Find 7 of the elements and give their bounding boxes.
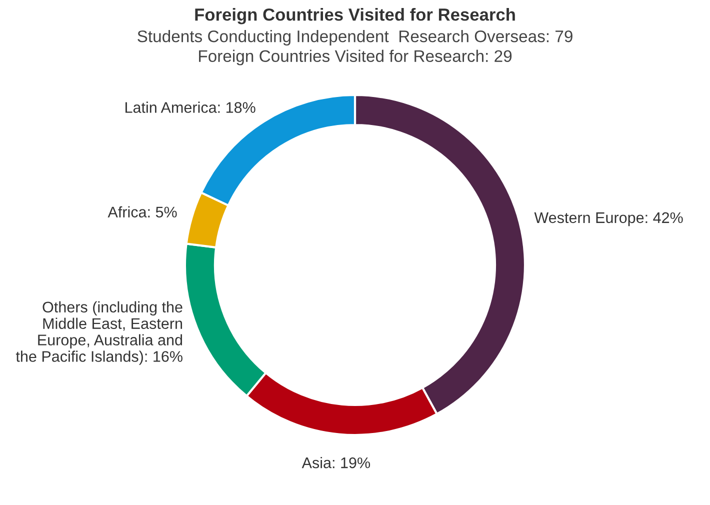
slice-label: Asia: 19% xyxy=(302,456,370,468)
slice-label: Latin America: 18% xyxy=(126,102,256,113)
chart-title: Foreign Countries Visited for Research xyxy=(195,8,515,24)
slice-label: Others (including the Middle East, Eastern Europe, Australia and the Pacific Islands): 16% xyxy=(16,301,182,365)
slice-label: Africa: 5% xyxy=(108,206,177,218)
chart-subtitle: Students Conducting Independent Research Overseas: 79 Foreign Countries Visited for Research: 29 xyxy=(138,30,572,66)
slice-label: Western Europe: 42% xyxy=(534,212,683,226)
